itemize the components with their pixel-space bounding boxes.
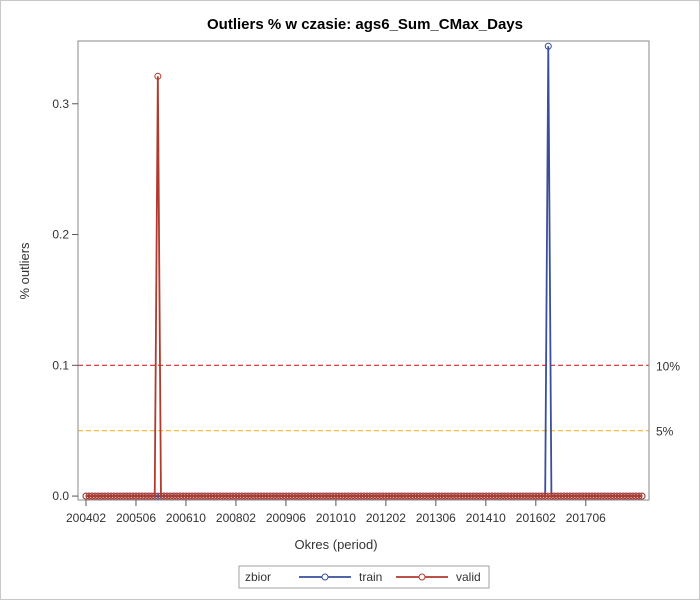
reference-line-label: 5%	[656, 425, 674, 439]
data-point-valid	[154, 72, 162, 80]
data-point-valid	[148, 492, 156, 500]
y-axis-title: % outliers	[17, 242, 32, 300]
y-tick-label: 0.3	[52, 97, 69, 111]
legend-box	[238, 565, 490, 589]
reference-line-label: 10%	[656, 359, 680, 373]
x-tick-label: 201602	[516, 511, 556, 525]
x-axis: 200402 200506 200610 200802 200906 201010 2012…	[66, 500, 606, 525]
reference-lines: 10% 5%	[78, 359, 680, 439]
data-point-valid	[635, 492, 643, 500]
y-tick-label: 0.0	[52, 489, 69, 503]
y-axis: 0.0 0.1 0.2 0.3	[52, 97, 78, 503]
series-line-train	[86, 46, 642, 497]
x-axis-title: Okres (period)	[294, 537, 377, 552]
legend-marker-train	[321, 573, 329, 581]
x-tick-label: 201410	[466, 511, 506, 525]
y-tick-label: 0.1	[52, 358, 69, 372]
series-layer	[82, 42, 646, 500]
x-tick-label: 200402	[66, 511, 106, 525]
x-tick-label: 200802	[216, 511, 256, 525]
legend-marker-valid	[418, 573, 426, 581]
chart-title: Outliers % w czasie: ags6_Sum_CMax_Days	[207, 16, 523, 33]
x-tick-label: 201202	[366, 511, 406, 525]
x-tick-label: 201010	[316, 511, 356, 525]
legend-label-train: train	[359, 570, 382, 584]
plot-area-border	[77, 40, 650, 501]
legend-title: zbior	[245, 570, 271, 584]
x-tick-label: 200506	[116, 511, 156, 525]
x-tick-label: 201706	[566, 511, 606, 525]
legend-label-valid: valid	[456, 570, 481, 584]
y-tick-label: 0.2	[52, 228, 69, 242]
series-line-valid	[86, 76, 642, 497]
data-point-valid	[638, 492, 646, 500]
x-tick-label: 201306	[416, 511, 456, 525]
legend: zbior train valid	[238, 565, 490, 589]
x-tick-label: 200610	[166, 511, 206, 525]
data-point-train	[544, 42, 552, 50]
x-tick-label: 200906	[266, 511, 306, 525]
